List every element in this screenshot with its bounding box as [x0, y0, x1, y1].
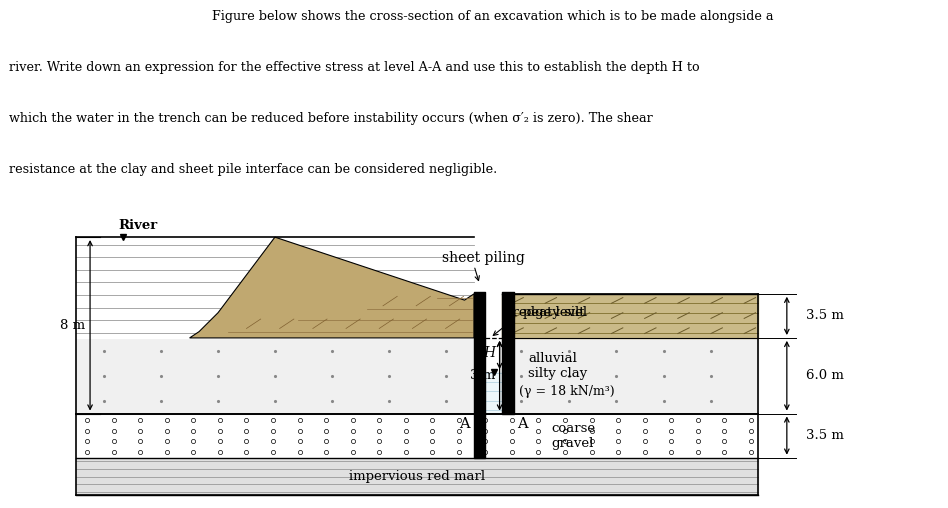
- Text: which the water in the trench can be reduced before instability occurs (when σ′₂: which the water in the trench can be red…: [9, 112, 653, 125]
- Text: River: River: [118, 219, 157, 232]
- Text: peaty silt: peaty silt: [523, 306, 585, 319]
- Text: Figure below shows the cross-section of an excavation which is to be made alongs: Figure below shows the cross-section of …: [212, 10, 774, 23]
- Text: A: A: [459, 417, 469, 431]
- Text: sheet piling: sheet piling: [442, 251, 525, 266]
- Text: 3.5 m: 3.5 m: [806, 429, 844, 442]
- Text: dredge level: dredge level: [504, 306, 588, 319]
- Text: H: H: [483, 346, 495, 360]
- Text: 3 m: 3 m: [469, 369, 495, 382]
- Text: coarse
gravel: coarse gravel: [552, 422, 596, 450]
- Text: 8 m: 8 m: [60, 319, 85, 332]
- Text: 3.5 m: 3.5 m: [806, 309, 844, 323]
- Text: A: A: [517, 417, 527, 431]
- Text: impervious red marl: impervious red marl: [349, 470, 485, 483]
- Text: 6.0 m: 6.0 m: [806, 369, 844, 382]
- Text: resistance at the clay and sheet pile interface can be considered negligible.: resistance at the clay and sheet pile in…: [9, 163, 498, 176]
- Text: river. Write down an expression for the effective stress at level A-A and use th: river. Write down an expression for the …: [9, 61, 701, 74]
- Polygon shape: [190, 237, 474, 338]
- Text: (γ = 18 kN/m³): (γ = 18 kN/m³): [519, 385, 614, 398]
- Text: alluvial
silty clay: alluvial silty clay: [528, 352, 588, 380]
